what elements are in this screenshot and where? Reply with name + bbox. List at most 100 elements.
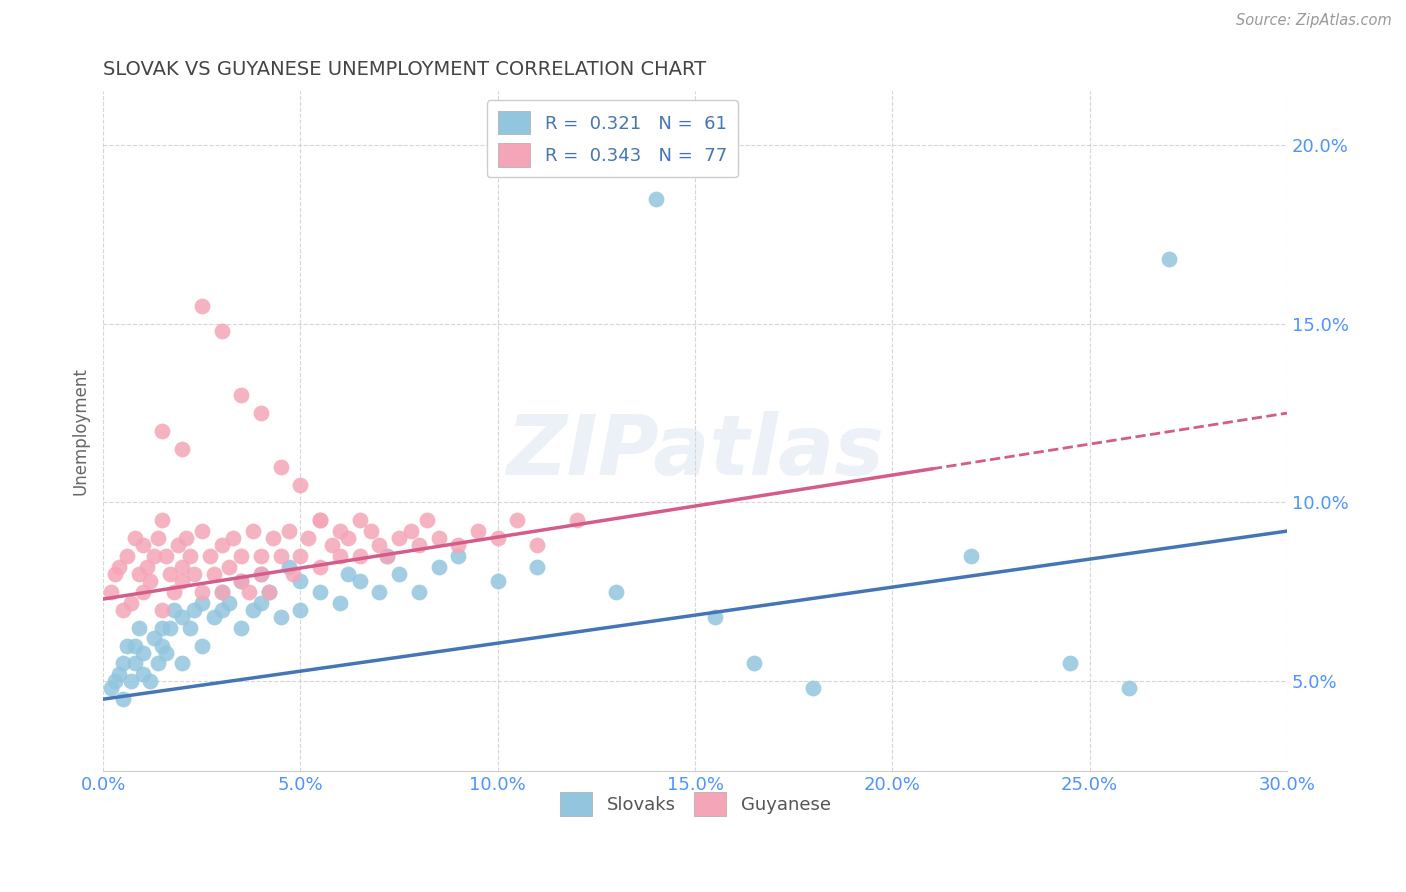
Point [329, 549, 352, 563]
Point [211, 585, 233, 599]
Point [191, 299, 214, 313]
Point [231, 574, 253, 589]
Point [803, 681, 825, 696]
Point [202, 610, 225, 624]
Point [143, 549, 166, 563]
Point [139, 674, 162, 689]
Point [191, 596, 214, 610]
Point [375, 549, 398, 563]
Point [202, 567, 225, 582]
Point [349, 513, 371, 527]
Point [388, 531, 411, 545]
Point [191, 524, 214, 538]
Point [231, 621, 253, 635]
Point [163, 603, 186, 617]
Point [150, 424, 173, 438]
Point [131, 667, 153, 681]
Point [124, 657, 146, 671]
Point [644, 192, 666, 206]
Legend: Slovaks, Guyanese: Slovaks, Guyanese [553, 785, 838, 822]
Point [218, 596, 240, 610]
Point [111, 603, 134, 617]
Point [108, 559, 131, 574]
Point [290, 549, 312, 563]
Point [170, 610, 193, 624]
Point [148, 531, 170, 545]
Point [427, 559, 450, 574]
Point [183, 603, 205, 617]
Point [198, 549, 221, 563]
Point [170, 657, 193, 671]
Point [128, 567, 150, 582]
Point [257, 585, 280, 599]
Point [329, 596, 352, 610]
Y-axis label: Unemployment: Unemployment [72, 367, 89, 495]
Point [486, 531, 509, 545]
Point [415, 513, 437, 527]
Point [565, 513, 588, 527]
Point [163, 585, 186, 599]
Point [115, 639, 138, 653]
Point [135, 559, 157, 574]
Point [399, 524, 422, 538]
Point [270, 610, 292, 624]
Point [139, 574, 162, 589]
Point [242, 603, 264, 617]
Point [257, 585, 280, 599]
Point [100, 585, 122, 599]
Point [290, 574, 312, 589]
Point [100, 681, 122, 696]
Point [211, 324, 233, 338]
Point [111, 692, 134, 706]
Point [336, 531, 359, 545]
Point [250, 549, 273, 563]
Point [277, 559, 299, 574]
Point [703, 610, 725, 624]
Point [388, 567, 411, 582]
Text: SLOVAK VS GUYANESE UNEMPLOYMENT CORRELATION CHART: SLOVAK VS GUYANESE UNEMPLOYMENT CORRELAT… [103, 60, 706, 78]
Point [526, 559, 548, 574]
Point [277, 524, 299, 538]
Point [447, 538, 470, 552]
Point [309, 559, 332, 574]
Point [211, 538, 233, 552]
Point [104, 674, 127, 689]
Text: ZIPatlas: ZIPatlas [506, 411, 884, 491]
Point [131, 538, 153, 552]
Point [250, 596, 273, 610]
Point [104, 567, 127, 582]
Point [150, 639, 173, 653]
Point [408, 538, 430, 552]
Point [167, 538, 190, 552]
Point [349, 574, 371, 589]
Point [108, 667, 131, 681]
Point [150, 621, 173, 635]
Point [262, 531, 284, 545]
Point [506, 513, 529, 527]
Point [120, 596, 142, 610]
Point [211, 603, 233, 617]
Point [170, 574, 193, 589]
Point [111, 657, 134, 671]
Point [124, 639, 146, 653]
Point [183, 567, 205, 582]
Point [270, 549, 292, 563]
Point [131, 585, 153, 599]
Point [170, 442, 193, 456]
Point [159, 621, 181, 635]
Point [115, 549, 138, 563]
Point [270, 459, 292, 474]
Point [1118, 681, 1140, 696]
Point [170, 559, 193, 574]
Point [960, 549, 983, 563]
Point [360, 524, 382, 538]
Point [408, 585, 430, 599]
Point [309, 513, 332, 527]
Point [242, 524, 264, 538]
Point [231, 574, 253, 589]
Point [250, 567, 273, 582]
Point [1157, 252, 1180, 267]
Point [309, 513, 332, 527]
Point [191, 585, 214, 599]
Point [222, 531, 245, 545]
